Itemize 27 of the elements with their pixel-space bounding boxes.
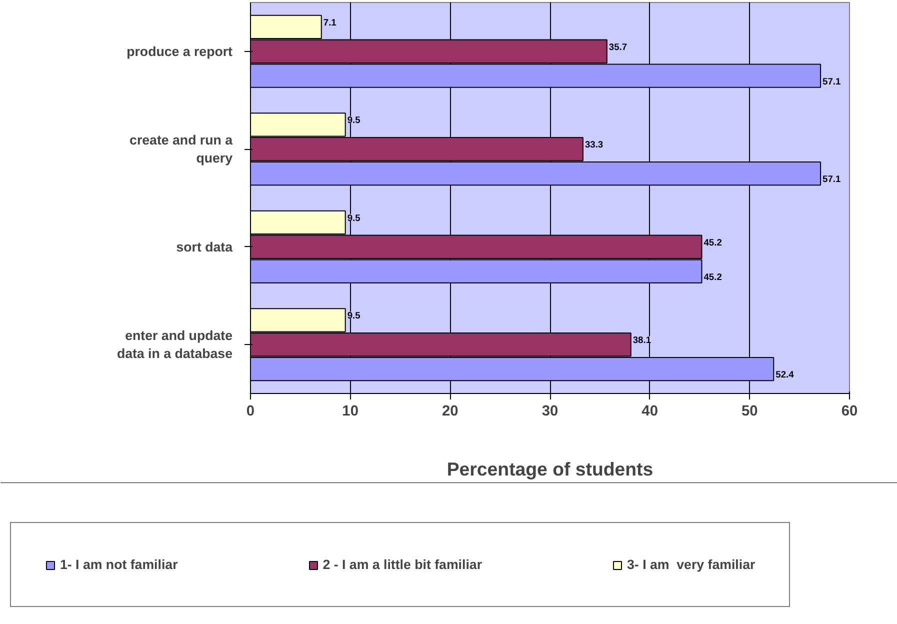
data-label: 9.5	[347, 212, 360, 223]
x-tick-label: 0	[246, 404, 255, 420]
x-tick-label: 40	[642, 404, 658, 420]
data-label: 9.5	[347, 310, 360, 321]
y-tick-label: enter and update data in a database	[116, 328, 233, 362]
x-tick-label: 20	[442, 404, 458, 420]
legend-label: 1- I am not familiar	[60, 557, 178, 572]
legend-label: 2 - I am a little bit familiar	[322, 557, 482, 572]
data-label: 57.1	[822, 174, 841, 184]
data-label: 45.2	[704, 272, 722, 282]
data-label: 35.7	[608, 42, 628, 52]
y-tick-label: produce a report	[126, 44, 234, 59]
x-tick-label: 60	[841, 404, 858, 420]
x-tick-label: 10	[342, 404, 358, 420]
data-label: 7.1	[323, 17, 336, 28]
x-tick-label: 50	[742, 404, 758, 420]
data-label: 57.1	[822, 76, 841, 86]
legend-label: 3- I am very familiar	[627, 557, 756, 572]
data-label: 45.2	[704, 237, 722, 248]
x-axis-title: Percentage of students	[446, 458, 654, 480]
data-label: 38.1	[632, 335, 652, 346]
data-label: 9.5	[347, 115, 360, 126]
data-label: 52.4	[776, 370, 795, 380]
data-label: 33.3	[584, 140, 604, 150]
y-tick-label: sort data	[176, 239, 234, 254]
x-tick-label: 30	[542, 404, 558, 420]
y-tick-label: create and run a query	[130, 132, 234, 166]
